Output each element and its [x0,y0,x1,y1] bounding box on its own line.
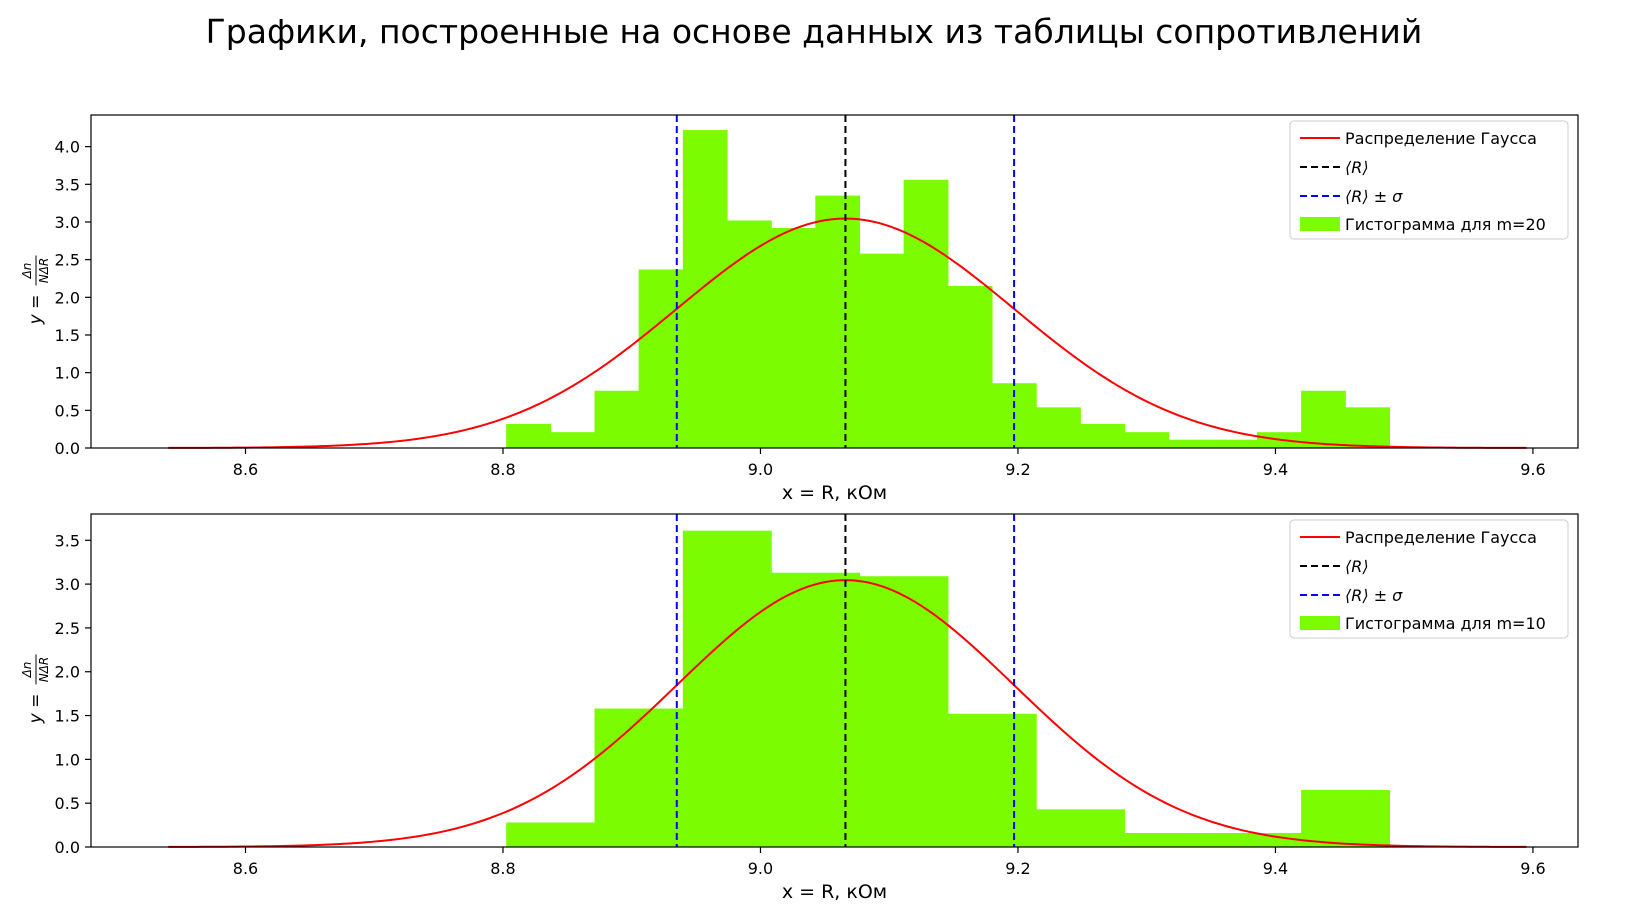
histogram-bar [1036,809,1126,847]
x-tick-label: 9.2 [1005,460,1030,479]
histogram-bar [1080,423,1126,448]
y-tick-label: 4.0 [55,138,80,157]
histogram-bar [1301,790,1390,847]
histogram-bar [771,228,816,448]
histogram-bar [1124,832,1214,847]
histogram-bar [1168,439,1214,448]
histogram-bar [1124,432,1170,448]
legend-hist-swatch [1300,616,1340,630]
legend-box [1289,120,1569,240]
y-axis-label-lhs: y = [26,295,46,326]
legend-sigma-label: ⟨R⟩ ± σ [1345,586,1403,605]
legend-mean-label: ⟨R⟩ [1345,158,1369,177]
histogram-bar [947,286,993,448]
y-axis-label-denominator: NΔR [37,258,51,284]
figure-title: Графики, построенные на основе данных из… [205,12,1423,51]
histogram-bar [594,708,684,847]
histogram-bar [506,423,551,448]
x-tick-label: 9.4 [1263,460,1288,479]
histogram-bar [506,822,596,847]
y-axis-label-denominator: NΔR [37,657,51,683]
x-tick-label: 8.8 [490,859,515,878]
legend-gauss-label: Распределение Гаусса [1345,528,1537,547]
y-tick-label: 1.5 [55,326,80,345]
gauss-curve [168,217,1527,449]
x-tick-label: 8.6 [233,859,258,878]
histogram-bar [1036,407,1081,448]
y-axis-label-lhs: y = [26,694,46,725]
x-tick-label: 8.6 [233,460,258,479]
y-tick-label: 2.5 [55,619,80,638]
histogram-bar [682,130,728,448]
x-tick-label: 9.2 [1005,859,1030,878]
y-axis-label-numerator: Δn [20,263,34,280]
chart-histogram-m10: 8.6 8.8 9.0 9.2 9.4 9.6 0.0 0.5 1.0 1.5 2.0 2.5 3.0 3… [20,513,1579,903]
histogram-bar [682,530,772,847]
axes-frame [90,114,1579,449]
histogram-bar [1301,390,1346,448]
y-axis-label: y = Δn NΔR [20,255,51,326]
y-tick-label: 2.0 [55,288,80,307]
y-tick-label: 0.5 [55,401,80,420]
gauss-curve [168,579,1527,848]
y-tick-label: 2.5 [55,251,80,270]
x-tick-label: 9.0 [748,859,773,878]
y-tick-label: 2.0 [55,663,80,682]
axes-frame [90,513,1579,848]
histogram-bar [859,253,905,448]
y-tick-label: 3.5 [55,531,80,550]
histogram-bar [1212,832,1302,847]
legend-gauss-label: Распределение Гаусса [1345,129,1537,148]
legend-hist-label: Гистограмма для m=20 [1345,215,1546,234]
y-tick-label: 1.0 [55,364,80,383]
legend-sigma-label: ⟨R⟩ ± σ [1345,187,1403,206]
histogram-bar [1345,407,1390,448]
x-tick-label: 9.4 [1263,859,1288,878]
x-tick-label: 9.6 [1520,859,1545,878]
histogram-bar [1212,439,1258,448]
y-tick-label: 0.0 [55,439,80,458]
x-axis-label: x = R, кОм [782,482,887,504]
histogram-bar [903,179,949,448]
x-axis-label: x = R, кОм [782,881,887,903]
x-tick-label: 9.0 [748,460,773,479]
histogram-bar [815,195,861,448]
y-tick-label: 0.5 [55,794,80,813]
y-tick-label: 3.0 [55,213,80,232]
chart-histogram-m20: 8.6 8.8 9.0 9.2 9.4 9.6 0.0 0.5 1.0 1.5 2.0 2.5 3.0 3… [20,114,1579,504]
y-tick-label: 3.5 [55,175,80,194]
x-tick-label: 8.8 [490,460,515,479]
legend-mean-label: ⟨R⟩ [1345,557,1369,576]
histogram-bar [771,572,861,847]
histogram-bar [594,390,640,448]
histogram-bar [947,713,1037,847]
histogram-bar [726,220,772,448]
y-tick-label: 1.5 [55,707,80,726]
histogram-bar [859,576,949,847]
histogram-bar [550,432,596,448]
legend-hist-swatch [1300,217,1340,231]
y-tick-label: 0.0 [55,838,80,857]
x-tick-label: 9.6 [1520,460,1545,479]
y-tick-label: 1.0 [55,750,80,769]
y-axis-label: y = Δn NΔR [20,654,51,725]
y-tick-label: 3.0 [55,575,80,594]
legend-hist-label: Гистограмма для m=10 [1345,614,1546,633]
y-axis-label-numerator: Δn [20,662,34,679]
legend-box [1289,519,1569,639]
